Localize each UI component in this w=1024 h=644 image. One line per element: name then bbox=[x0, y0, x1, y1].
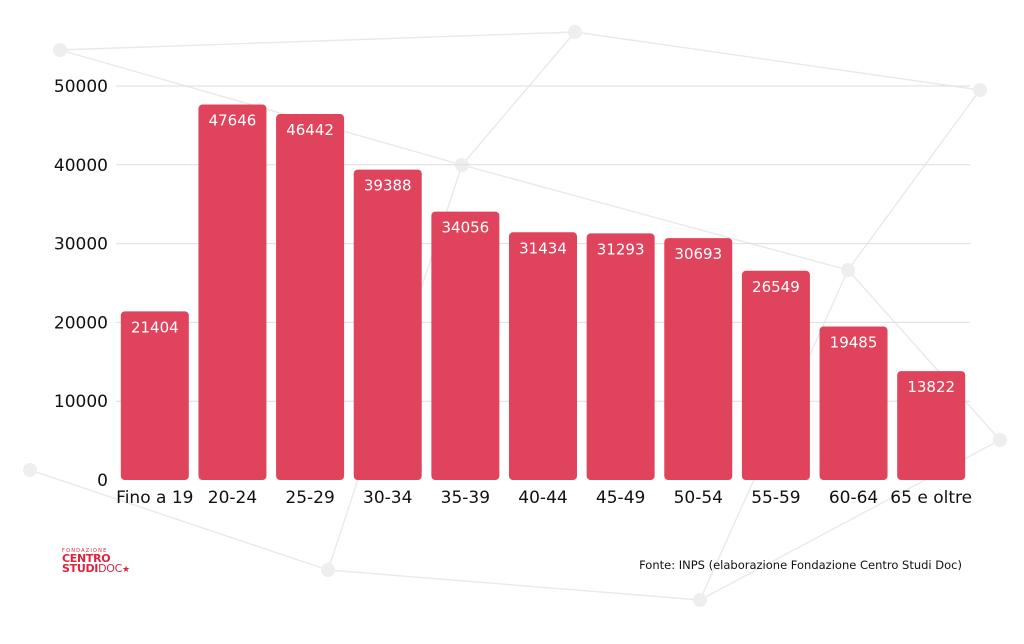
star-icon: ★ bbox=[122, 565, 130, 575]
y-tick-label: 50000 bbox=[54, 77, 108, 97]
y-tick-label: 10000 bbox=[54, 392, 108, 412]
bar bbox=[431, 211, 500, 480]
bar bbox=[120, 311, 189, 480]
bar bbox=[897, 371, 966, 480]
x-tick-label: 45-49 bbox=[596, 488, 645, 508]
x-tick-label: 65 e oltre bbox=[890, 488, 972, 508]
bar-value-label: 34056 bbox=[442, 219, 490, 237]
logo-doc-text: DOC bbox=[98, 562, 123, 575]
y-axis: 0 10000 20000 30000 40000 50000 bbox=[54, 77, 108, 491]
background-node bbox=[993, 433, 1007, 447]
background-node bbox=[973, 83, 987, 97]
bar-value-label: 39388 bbox=[364, 177, 412, 195]
x-tick-label: Fino a 19 bbox=[116, 488, 193, 508]
background-line bbox=[461, 31, 576, 166]
x-tick-label: 30-34 bbox=[363, 488, 412, 508]
bar-value-label: 31434 bbox=[519, 239, 567, 257]
background-node bbox=[841, 263, 855, 277]
x-tick-label: 35-39 bbox=[441, 488, 490, 508]
background-line bbox=[29, 469, 329, 571]
background-node bbox=[23, 463, 37, 477]
bar bbox=[741, 270, 810, 480]
background-node bbox=[693, 593, 707, 607]
x-axis: Fino a 19 20-24 25-29 30-34 35-39 40-44 45-49 5… bbox=[116, 488, 972, 508]
bar bbox=[276, 114, 345, 480]
background-node bbox=[568, 25, 582, 39]
y-tick-label: 30000 bbox=[54, 235, 108, 255]
source-note: Fonte: INPS (elaborazione Fondazione Cen… bbox=[639, 558, 962, 572]
y-tick-label: 20000 bbox=[54, 313, 108, 333]
bar bbox=[509, 232, 577, 480]
x-tick-label: 60-64 bbox=[829, 488, 878, 508]
x-tick-label: 20-24 bbox=[208, 488, 257, 508]
logo-studi-text: STUDI bbox=[62, 562, 99, 575]
x-tick-label: 25-29 bbox=[285, 488, 334, 508]
background-line bbox=[847, 89, 981, 271]
bar bbox=[586, 233, 655, 480]
background-node bbox=[53, 43, 67, 57]
bar bbox=[198, 104, 267, 480]
bar-value-label: 31293 bbox=[597, 240, 645, 258]
bar-value-label: 46442 bbox=[286, 121, 334, 139]
bar-value-label: 19485 bbox=[830, 333, 878, 351]
logo-centro-text: CENTRO bbox=[62, 552, 111, 565]
background-node bbox=[321, 563, 335, 577]
bar-value-label: 26549 bbox=[752, 278, 800, 296]
bar bbox=[664, 238, 733, 480]
x-tick-label: 40-44 bbox=[518, 488, 567, 508]
bar-value-label: 13822 bbox=[907, 378, 955, 396]
background-line bbox=[327, 569, 701, 601]
bar-value-label: 47646 bbox=[209, 112, 257, 130]
background-line bbox=[461, 164, 849, 271]
y-tick-label: 40000 bbox=[54, 156, 108, 176]
bars: 21404 47646 46442 39388 34056 31434 31293 30693… bbox=[120, 104, 966, 480]
centro-studi-doc-logo: FONDAZIONE CENTRO STUDIDOC★ bbox=[62, 548, 142, 580]
bar bbox=[819, 326, 888, 480]
bar-value-label: 21404 bbox=[131, 318, 179, 336]
background-line bbox=[574, 31, 981, 91]
x-tick-label: 55-59 bbox=[751, 488, 800, 508]
background-line bbox=[847, 269, 1001, 441]
logo-fondazione-text: FONDAZIONE bbox=[62, 548, 108, 554]
bar-value-label: 30693 bbox=[674, 245, 722, 263]
bar bbox=[353, 169, 422, 480]
x-tick-label: 50-54 bbox=[674, 488, 723, 508]
y-tick-label: 0 bbox=[97, 471, 108, 491]
background-line bbox=[59, 31, 576, 51]
logo-studi-doc-text: STUDIDOC★ bbox=[62, 562, 142, 575]
